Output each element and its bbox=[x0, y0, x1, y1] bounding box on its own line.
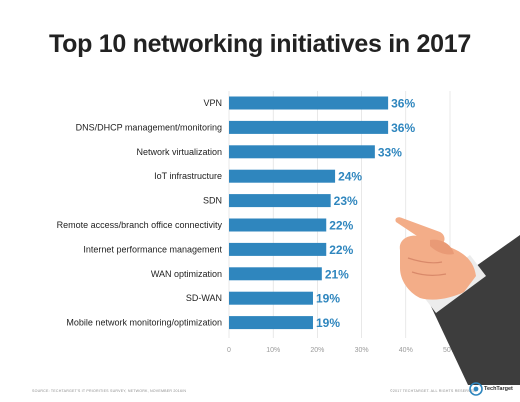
x-tick-label: 20% bbox=[310, 347, 324, 354]
x-tick-label: 10% bbox=[266, 347, 280, 354]
finger-crease bbox=[407, 257, 447, 276]
category-label: WAN optimization bbox=[151, 269, 222, 279]
value-label: 33% bbox=[378, 145, 402, 159]
bar bbox=[229, 145, 375, 159]
bar bbox=[229, 218, 327, 232]
thumb-shape bbox=[430, 239, 454, 255]
x-tick-label: 40% bbox=[399, 347, 413, 354]
value-label: 36% bbox=[391, 121, 415, 135]
copyright-note: ©2017 TECHTARGET. ALL RIGHTS RESERVED bbox=[390, 389, 477, 393]
bars bbox=[229, 96, 389, 330]
x-tick-label: 0 bbox=[227, 347, 231, 354]
labels: 0 10% 20% 30% 40% 50% VPN 36% DNS/DHCP managemen… bbox=[57, 97, 457, 355]
chart-title: Top 10 networking initiatives in 2017 bbox=[49, 30, 471, 58]
value-label: 19% bbox=[316, 292, 340, 306]
bar bbox=[229, 194, 331, 208]
value-label: 19% bbox=[316, 316, 340, 330]
source-note: SOURCE: TECHTARGET'S IT PRIORITIES SURVE… bbox=[32, 389, 187, 393]
bar bbox=[229, 291, 313, 305]
category-label: DNS/DHCP management/monitoring bbox=[76, 122, 222, 132]
brand-name: TechTarget bbox=[484, 386, 513, 392]
value-label: 21% bbox=[325, 267, 349, 281]
category-label: SDN bbox=[203, 196, 222, 206]
bar bbox=[229, 267, 322, 281]
x-tick-label: 30% bbox=[355, 347, 369, 354]
value-label: 22% bbox=[329, 243, 353, 257]
x-tick-label: 50% bbox=[443, 347, 457, 354]
fist-shape bbox=[399, 235, 476, 300]
sleeve-shape bbox=[428, 235, 520, 385]
category-label: Remote access/branch office connectivity bbox=[57, 220, 223, 230]
value-label: 23% bbox=[334, 194, 358, 208]
value-label: 36% bbox=[391, 97, 415, 111]
category-label: Internet performance management bbox=[83, 244, 222, 254]
index-finger-shape bbox=[395, 217, 445, 246]
category-label: VPN bbox=[203, 98, 222, 108]
category-label: SD-WAN bbox=[186, 293, 222, 303]
bar bbox=[229, 96, 389, 110]
value-label: 22% bbox=[329, 219, 353, 233]
bar bbox=[229, 169, 336, 183]
bar bbox=[229, 242, 327, 256]
pointing-hand-illustration bbox=[395, 217, 520, 385]
bar bbox=[229, 120, 389, 134]
techtarget-logo-icon bbox=[469, 382, 483, 396]
category-label: Network virtualization bbox=[136, 147, 222, 157]
bar bbox=[229, 316, 313, 330]
value-label: 24% bbox=[338, 170, 362, 184]
category-label: Mobile network monitoring/optimization bbox=[66, 318, 222, 328]
category-label: IoT infrastructure bbox=[154, 171, 222, 181]
